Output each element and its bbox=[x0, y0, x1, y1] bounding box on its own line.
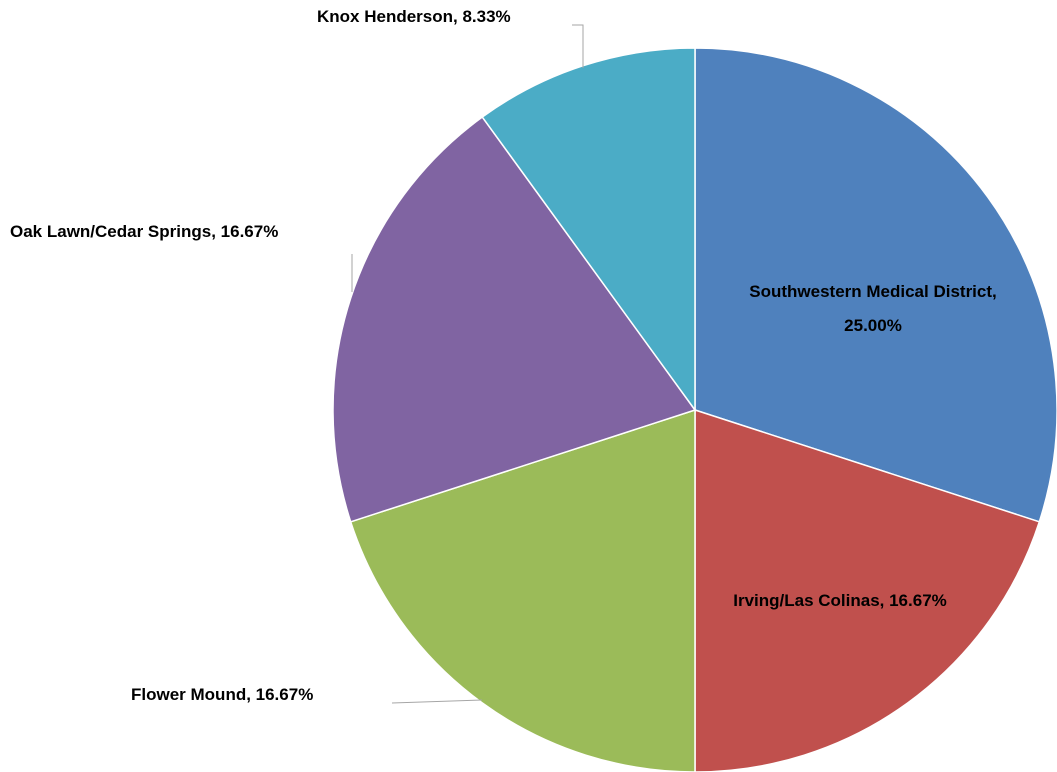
pie-slice bbox=[332, 116, 697, 523]
pie-slice bbox=[349, 408, 696, 772]
slice-label: Knox Henderson, 8.33% bbox=[317, 7, 511, 26]
slice-label: Oak Lawn/Cedar Springs, 16.67% bbox=[10, 222, 279, 241]
pie-slice bbox=[694, 47, 1057, 523]
slice-label: Flower Mound, 16.67% bbox=[131, 685, 314, 704]
pie-slice bbox=[694, 408, 1041, 772]
slice-label: Irving/Las Colinas, 16.67% bbox=[733, 591, 947, 610]
pie bbox=[332, 47, 1057, 772]
slice-label: Southwestern Medical District, 25.00% bbox=[749, 282, 997, 335]
leader-line bbox=[572, 24, 584, 68]
leader-line bbox=[391, 699, 483, 704]
